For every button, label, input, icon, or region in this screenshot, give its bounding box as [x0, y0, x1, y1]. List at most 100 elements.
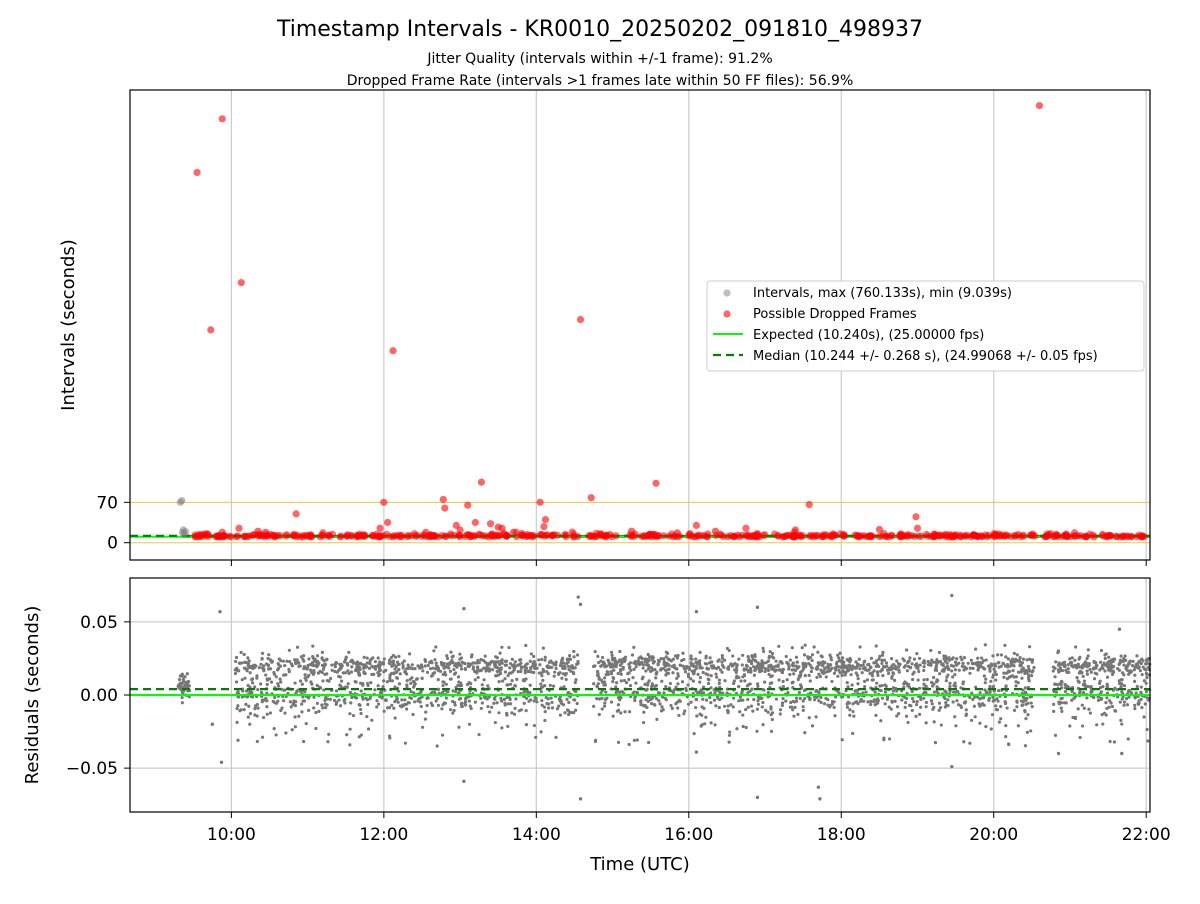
residual-point [647, 740, 651, 745]
residual-point [476, 667, 480, 672]
residual-point [1101, 685, 1105, 689]
residual-point [984, 677, 988, 681]
residual-point [413, 682, 417, 686]
residual-point [495, 665, 499, 669]
residual-point [880, 667, 884, 671]
residual-point [534, 735, 538, 739]
residual-point [465, 695, 470, 699]
residual-point [1052, 709, 1056, 713]
residual-point [794, 655, 799, 659]
residual-point [878, 654, 882, 658]
residual-point [971, 666, 975, 670]
residual-point [393, 667, 397, 671]
residual-point [281, 659, 286, 663]
residual-point [769, 663, 773, 667]
residual-point [742, 673, 747, 677]
residual-point [321, 667, 326, 671]
residual-point [869, 656, 874, 660]
residual-point [696, 660, 700, 664]
residual-point [595, 684, 599, 688]
residual-point [509, 702, 513, 706]
residual-point [755, 682, 760, 686]
residual-point [1075, 666, 1079, 670]
residual-point [315, 701, 320, 705]
dropped-frame-point [711, 527, 720, 535]
residual-point [445, 654, 449, 658]
residual-point [1059, 706, 1063, 710]
residual-point [545, 670, 549, 674]
residual-point [938, 659, 943, 664]
residual-point [636, 659, 640, 663]
residual-point [904, 700, 908, 705]
residual-point [261, 715, 266, 720]
residual-point [572, 649, 576, 654]
residual-point [1071, 715, 1075, 720]
residual-point [855, 664, 859, 669]
residual-point [852, 714, 856, 718]
residual-point [912, 657, 917, 661]
residual-point [1105, 675, 1110, 679]
residual-point [686, 683, 690, 687]
residual-point [686, 702, 691, 706]
residual-point [669, 659, 673, 663]
residual-point [1030, 705, 1034, 709]
residual-point [828, 653, 832, 657]
residual-point [409, 690, 413, 694]
residual-point [371, 656, 375, 660]
residual-point [624, 681, 629, 685]
residual-point [895, 659, 899, 663]
dropped-frame-cluster-point [549, 531, 557, 540]
residual-point [875, 681, 879, 685]
residual-point [710, 660, 714, 664]
residual-point [1018, 655, 1022, 660]
residual-point [946, 698, 950, 702]
residual-point [643, 660, 647, 664]
intervals-y-tick-label: 70 [96, 493, 118, 513]
residual-point [974, 685, 978, 689]
residual-point [821, 663, 825, 667]
residual-point [997, 665, 1001, 669]
residual-point [490, 705, 494, 709]
residual-point [1133, 706, 1137, 711]
residual-point [285, 659, 289, 663]
residual-point [554, 666, 558, 671]
residual-point [794, 696, 799, 700]
dropped-frame-point [692, 521, 701, 529]
residual-point [543, 718, 547, 723]
residual-point [917, 656, 922, 661]
residual-point [423, 717, 427, 721]
residual-point [507, 695, 511, 700]
residual-point [700, 666, 704, 670]
residual-point [1113, 709, 1118, 713]
residual-point [565, 697, 569, 701]
residual-point [781, 685, 786, 689]
residual-point [497, 711, 501, 715]
residual-point [604, 690, 608, 694]
residual-point [897, 665, 901, 669]
residual-point [303, 666, 307, 670]
residual-point [939, 723, 943, 727]
residual-point [676, 682, 680, 686]
residual-point [378, 695, 382, 699]
residual-point [1016, 670, 1021, 674]
residual-point [922, 668, 926, 673]
residual-point [576, 661, 580, 665]
residual-point [880, 696, 884, 700]
residual-point [1087, 663, 1091, 667]
residual-point [1021, 688, 1025, 692]
residual-point [533, 666, 537, 670]
residual-point [603, 665, 607, 669]
residual-point [558, 713, 563, 717]
residual-point [396, 689, 401, 693]
residual-point [917, 712, 922, 716]
residual-point [515, 677, 519, 681]
residual-point [931, 684, 935, 688]
residual-point [1099, 660, 1103, 664]
residual-point [246, 683, 250, 688]
residual-point [687, 667, 692, 672]
residual-point [327, 679, 331, 683]
residual-point [1089, 670, 1093, 674]
residual-point [357, 672, 361, 676]
dropped-frame-point [536, 498, 544, 506]
residual-point [999, 704, 1003, 709]
